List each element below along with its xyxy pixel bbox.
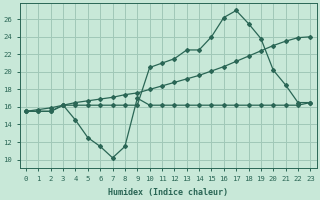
X-axis label: Humidex (Indice chaleur): Humidex (Indice chaleur) [108, 188, 228, 197]
